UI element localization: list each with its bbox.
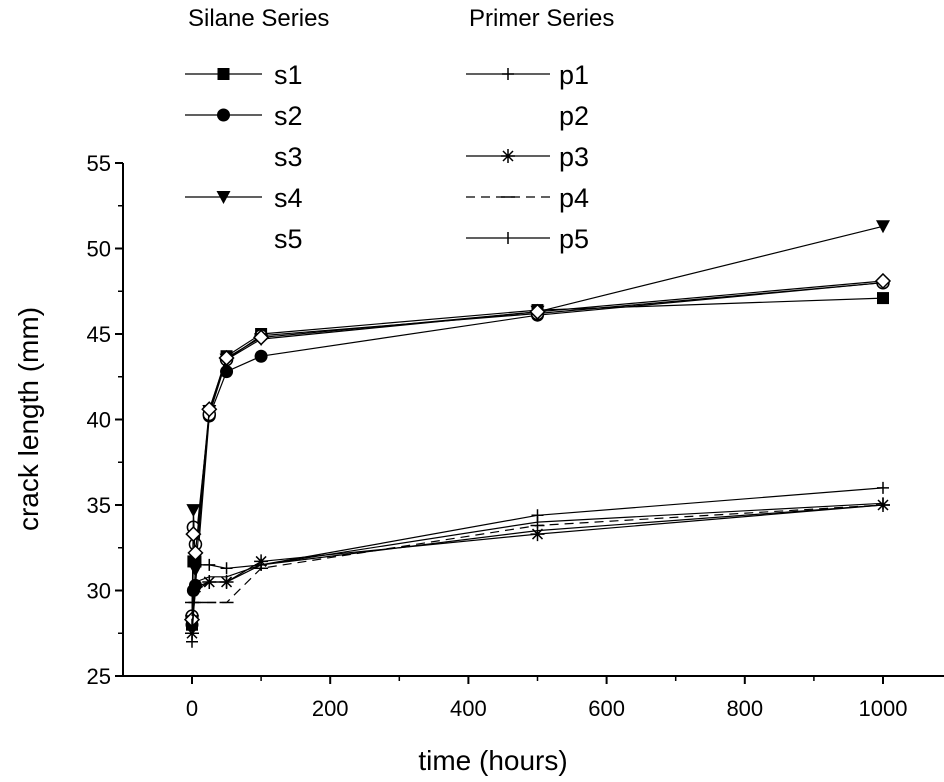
data-point-p1 [189,558,202,571]
y-tick-label: 50 [87,237,111,262]
legend-entry-s5: s5 [274,224,303,254]
series-s4 [185,220,890,629]
series-p1 [186,481,889,648]
legend-label-s3: s3 [274,142,303,172]
legend-entry-p2: p2 [559,101,589,131]
data-point-s5 [253,329,270,346]
series-line-s5 [191,280,884,620]
x-tick-label: 0 [186,696,198,721]
series-line-s3 [191,282,884,617]
data-point-s2 [254,349,268,363]
x-tick-label: 200 [312,696,349,721]
legend-label-s4: s4 [274,183,303,213]
data-point-s5 [218,349,235,367]
legend-marker-s2 [217,108,230,122]
y-axis-ticks: 25 30 35 40 45 50 55 [87,151,123,689]
series-line-s1 [191,297,884,625]
legend-entry-p3: p3 [466,142,589,172]
x-axis-ticks: 0 200 400 600 800 1000 [186,676,908,721]
x-tick-label: 1000 [859,696,908,721]
legend-marker-p3 [501,149,515,163]
legend-label-p5: p5 [559,224,589,254]
series-s2 [185,276,890,632]
legend-entry-p1: p1 [466,60,589,90]
legend-marker-s4 [216,191,231,204]
legend-label-s1: s1 [274,60,303,90]
legend-label-p4: p4 [559,183,589,213]
legend-label-p2: p2 [559,101,589,131]
y-tick-label: 25 [87,664,111,689]
data-point-p1 [203,558,216,571]
series-p5 [191,497,884,631]
legend-label-s2: s2 [274,101,303,131]
series-s5 [183,272,892,628]
x-tick-label: 600 [588,696,625,721]
data-point-s5 [185,526,202,543]
legend-entry-p4: p4 [466,183,589,213]
data-point-s5 [529,303,546,320]
legend: Silane Series Primer Series s1 s2 s3 s4 s5 p1… [185,5,614,254]
legend-label-s5: s5 [274,224,303,254]
y-tick-label: 40 [87,408,111,433]
legend-heading-primer: Primer Series [469,5,614,32]
data-point-s4 [876,220,890,234]
y-tick-label: 30 [87,579,111,604]
y-tick-label: 45 [87,322,111,347]
data-point-p1 [220,562,233,575]
y-tick-label: 55 [87,151,111,176]
legend-entry-s1: s1 [185,60,303,90]
legend-entry-p5: p5 [466,224,589,254]
data-point-s5 [874,272,892,290]
data-point-s5 [201,401,218,418]
legend-entries: s1 s2 s3 s4 s5 p1 p2 p3 p4 p5 [185,60,589,254]
x-tick-label: 400 [450,696,487,721]
data-point-s1 [877,292,889,305]
data-point-p3 [530,527,545,542]
legend-label-p3: p3 [559,142,589,172]
data-point-p3 [185,626,199,641]
legend-marker-s1 [217,68,230,80]
legend-marker-p1 [502,68,514,80]
legend-heading-silane: Silane Series [188,5,329,32]
series-s1 [186,292,889,631]
y-axis-title: crack length (mm) [13,307,44,531]
x-tick-label: 800 [726,696,763,721]
legend-label-p1: p1 [559,60,589,90]
data-point-s4 [186,504,201,518]
legend-entry-s4: s4 [185,183,303,213]
axes: 25 30 35 40 45 50 55 0 200 400 600 800 1000 [87,151,944,721]
series-group [183,220,892,648]
y-tick-label: 35 [87,493,111,518]
series-line-s4 [191,225,884,622]
legend-entry-s2: s2 [185,101,303,131]
series-s3 [185,275,890,623]
data-point-p1 [877,481,889,494]
legend-entry-s3: s3 [274,142,303,172]
x-axis-title: time (hours) [418,745,567,776]
